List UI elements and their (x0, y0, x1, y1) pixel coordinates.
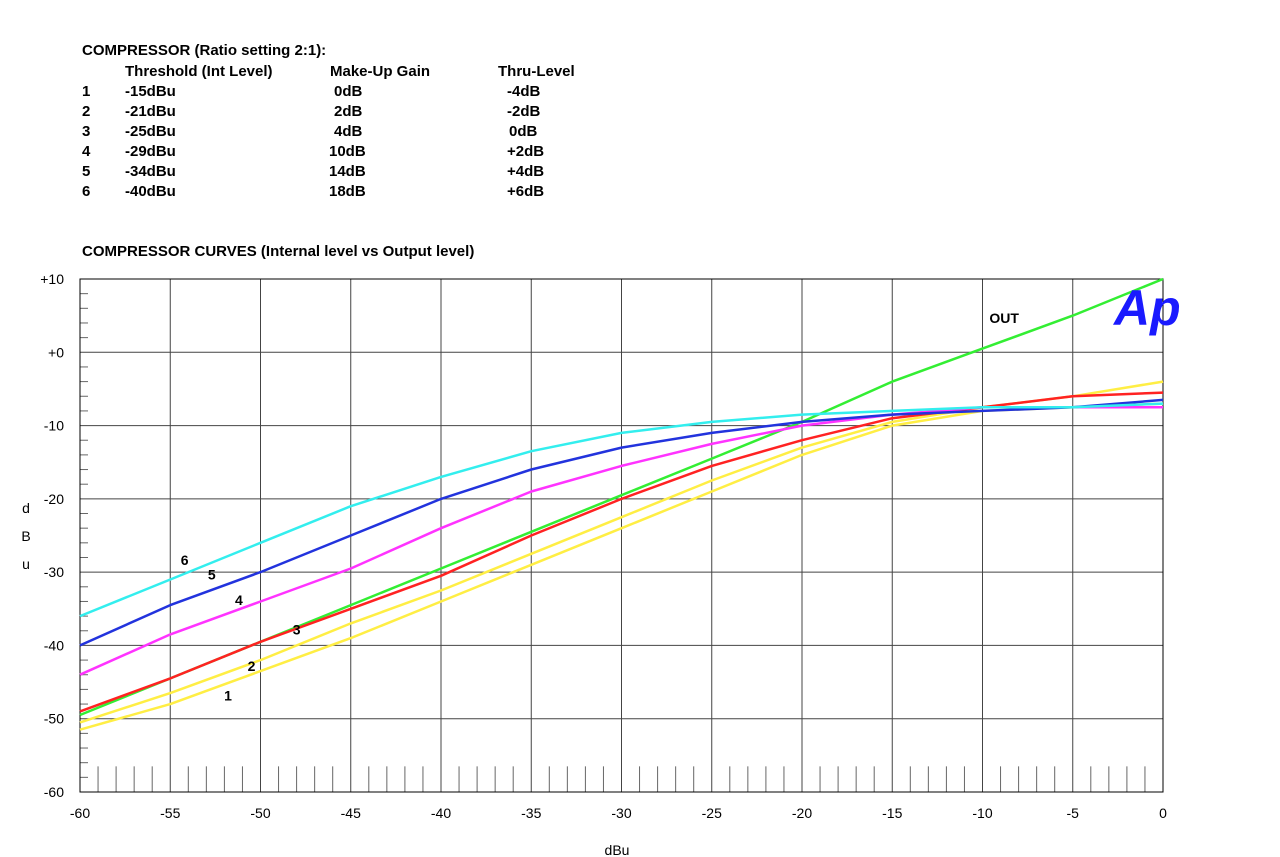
chart-title: COMPRESSOR CURVES (Internal level vs Out… (82, 243, 475, 260)
curve-label-2: 2 (248, 658, 256, 674)
header-thru-level: Thru-Level (498, 63, 575, 80)
row-makeup-gain: 18dB (329, 183, 366, 200)
y-axis-label-d: d (22, 500, 30, 516)
header-threshold: Threshold (Int Level) (125, 63, 273, 80)
curve-label-6: 6 (181, 552, 189, 568)
row-number: 1 (82, 83, 91, 100)
curve-label-1: 1 (224, 687, 232, 703)
x-tick-label: -20 (792, 805, 812, 821)
y-tick-label: -40 (44, 637, 64, 653)
row-thru-level: 0dB (509, 123, 538, 140)
row-threshold: -21dBu (125, 103, 176, 120)
series-line-6 (79, 402, 1164, 618)
row-threshold: -29dBu (125, 143, 176, 160)
series-line-5 (79, 398, 1164, 647)
x-tick-label: -50 (250, 805, 270, 821)
x-tick-label: -60 (70, 805, 90, 821)
x-tick-label: -10 (972, 805, 992, 821)
y-tick-label: -60 (44, 784, 64, 800)
row-number: 5 (82, 163, 91, 180)
row-thru-level: -4dB (507, 83, 541, 100)
row-number: 4 (82, 143, 91, 160)
row-makeup-gain: 4dB (334, 123, 363, 140)
y-tick-label: -30 (44, 564, 64, 580)
y-axis-label: d B u (21, 500, 30, 572)
ap-logo: Ap (1112, 280, 1181, 336)
y-axis-label-b: B (21, 528, 30, 544)
y-tick-label: -20 (44, 491, 64, 507)
row-thru-level: +6dB (507, 183, 545, 200)
row-threshold: -15dBu (125, 83, 176, 100)
header-makeup-gain: Make-Up Gain (330, 63, 431, 80)
x-tick-label: -25 (702, 805, 722, 821)
row-number: 6 (82, 183, 91, 200)
row-makeup-gain: 2dB (334, 103, 363, 120)
row-threshold: -25dBu (125, 123, 176, 140)
x-tick-label: -30 (611, 805, 631, 821)
row-number: 3 (82, 123, 91, 140)
x-tick-label: -55 (160, 805, 180, 821)
plot-frame (79, 278, 1164, 793)
curve-label-4: 4 (235, 592, 243, 608)
row-number: 2 (82, 103, 91, 120)
x-axis-label: dBu (605, 842, 630, 857)
x-tick-label: -15 (882, 805, 902, 821)
x-tick-label: -40 (431, 805, 451, 821)
grid-minor-ticks (80, 293, 1146, 792)
row-makeup-gain: 14dB (329, 163, 366, 180)
curve-label-out: OUT (989, 310, 1019, 326)
y-tick-label: +10 (40, 271, 64, 287)
y-tick-label: -50 (44, 711, 64, 727)
x-tick-label: -5 (1067, 805, 1080, 821)
row-thru-level: +4dB (507, 163, 545, 180)
tick-labels: -60 -55 -50 -45 -40 -35 -30 -25 -20 -15 -10 -5 0+10+… (40, 271, 1167, 821)
row-threshold: -34dBu (125, 163, 176, 180)
x-tick-label: 0 (1159, 805, 1167, 821)
y-tick-label: +0 (48, 344, 64, 360)
y-tick-label: -10 (44, 418, 64, 434)
row-makeup-gain: 0dB (334, 83, 363, 100)
curve-labels: OUT 12 3 4 5 6 (181, 310, 1020, 703)
settings-title: COMPRESSOR (Ratio setting 2:1): (82, 42, 327, 59)
y-axis-label-u: u (22, 556, 30, 572)
x-tick-label: -45 (341, 805, 361, 821)
series-layer (79, 277, 1164, 731)
grid-lines (79, 278, 1164, 793)
x-tick-label: -35 (521, 805, 541, 821)
row-thru-level: -2dB (507, 103, 541, 120)
curve-label-5: 5 (208, 566, 216, 582)
row-thru-level: +2dB (507, 143, 545, 160)
row-threshold: -40dBu (125, 183, 176, 200)
curve-label-3: 3 (293, 621, 301, 637)
row-makeup-gain: 10dB (329, 143, 366, 160)
